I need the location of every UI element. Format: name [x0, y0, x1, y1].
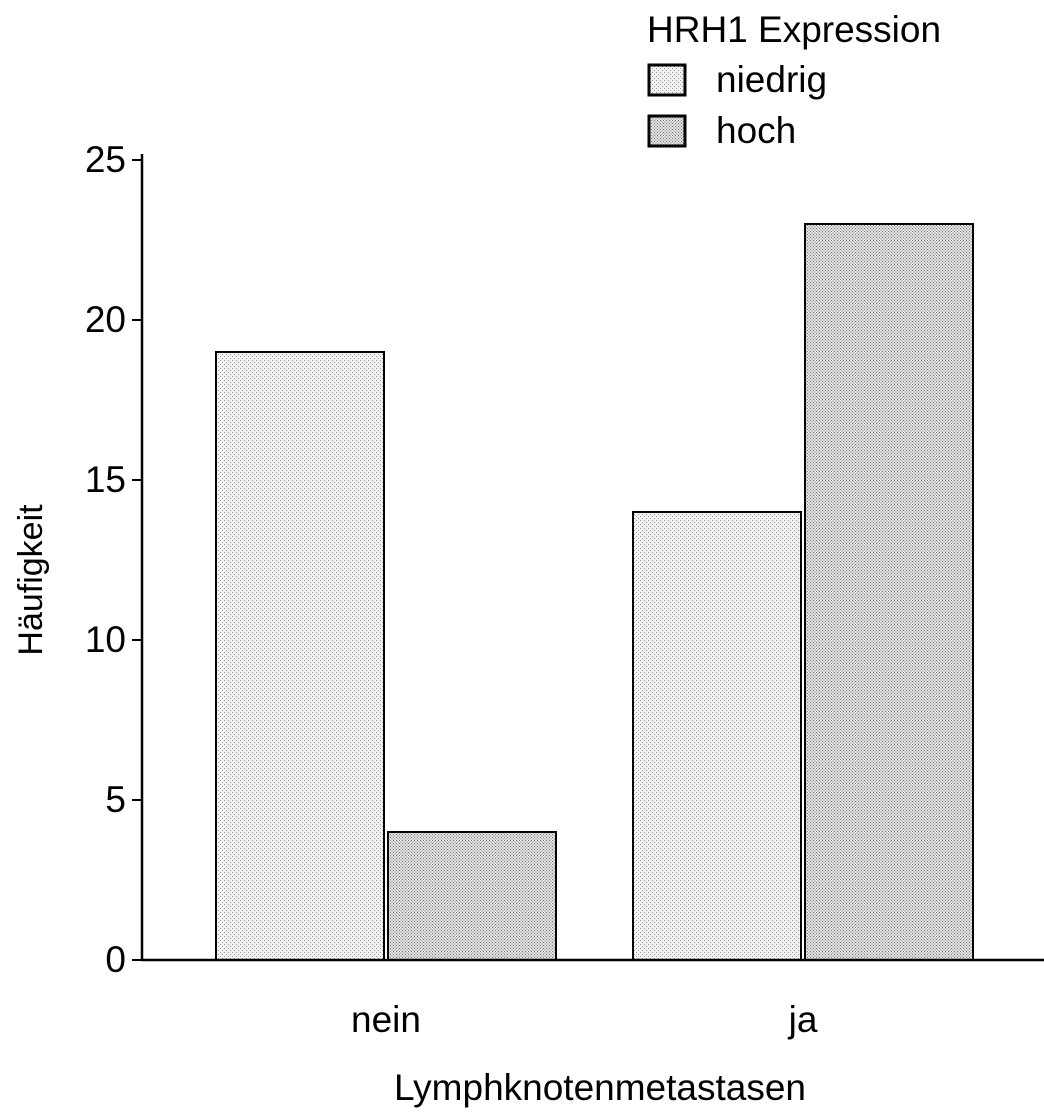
x-axis-label: Lymphknotenmetastasen — [394, 1067, 806, 1108]
y-axis: 0 5 10 15 20 25 — [85, 139, 144, 980]
y-tick-label: 20 — [85, 299, 126, 340]
bar-hoch-nein — [387, 831, 557, 961]
y-axis-label: Häufigkeit — [12, 504, 50, 656]
legend-label-niedrig: niedrig — [716, 59, 827, 100]
x-axis: nein ja — [141, 958, 1044, 1040]
bar-hoch-ja — [804, 223, 974, 961]
bar-niedrig-nein — [215, 351, 385, 961]
y-tick-label: 5 — [105, 779, 126, 820]
bars-group — [215, 223, 974, 961]
legend-label-hoch: hoch — [716, 110, 796, 151]
legend-swatch-niedrig — [647, 63, 687, 97]
x-tick-label-nein: nein — [351, 999, 421, 1040]
legend-title: HRH1 Expression — [647, 9, 941, 50]
bar-niedrig-ja — [632, 511, 802, 961]
y-tick-label: 25 — [85, 139, 126, 180]
x-tick-label-ja: ja — [788, 999, 818, 1040]
y-tick-label: 10 — [85, 619, 126, 660]
y-tick-label: 0 — [105, 939, 126, 980]
y-tick-label: 15 — [85, 459, 126, 500]
legend-swatch-hoch — [647, 114, 687, 148]
legend: HRH1 Expression niedrig hoch — [647, 9, 941, 151]
